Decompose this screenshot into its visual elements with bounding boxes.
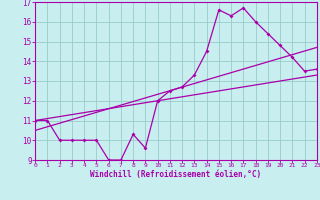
X-axis label: Windchill (Refroidissement éolien,°C): Windchill (Refroidissement éolien,°C) [91,170,261,179]
